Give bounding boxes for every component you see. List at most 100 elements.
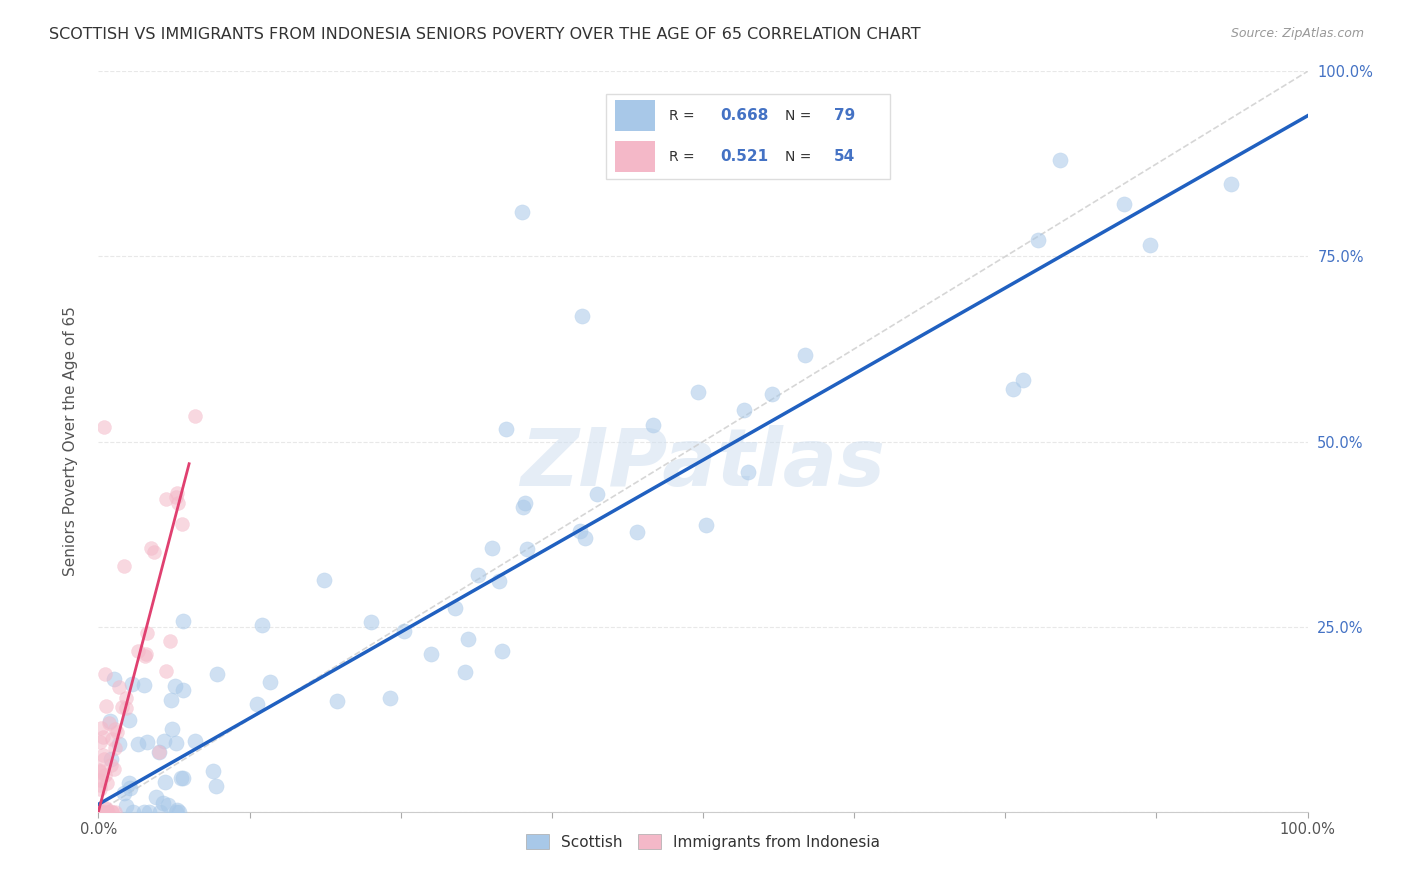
Point <box>686 385 709 400</box>
Point <box>97 805 120 819</box>
Point <box>87 805 110 819</box>
Point <box>157 797 180 812</box>
Point <box>574 531 596 545</box>
Legend: Scottish, Immigrants from Indonesia: Scottish, Immigrants from Indonesia <box>520 828 886 856</box>
Point <box>360 615 382 629</box>
Point <box>326 694 349 708</box>
Point <box>166 496 188 510</box>
Point <box>138 805 160 819</box>
Point <box>103 722 125 736</box>
Point <box>89 763 111 777</box>
Point <box>1139 238 1161 252</box>
Point <box>643 418 665 433</box>
Point <box>148 745 170 759</box>
Point <box>89 764 111 778</box>
Point <box>488 574 510 588</box>
Point <box>737 465 759 479</box>
Point <box>98 716 121 731</box>
Text: ZIPatlas: ZIPatlas <box>520 425 886 503</box>
Point <box>120 781 142 796</box>
Point <box>135 626 157 640</box>
Point <box>134 678 156 692</box>
Point <box>105 725 128 739</box>
Point <box>510 205 533 219</box>
Point <box>568 524 591 538</box>
Point <box>89 772 111 787</box>
Point <box>1001 382 1024 396</box>
Point <box>122 805 145 819</box>
Point <box>90 721 112 735</box>
Point <box>170 771 193 785</box>
Point <box>1112 196 1135 211</box>
Point <box>100 752 122 766</box>
Point <box>512 500 534 514</box>
Point <box>148 745 170 759</box>
Point <box>87 805 110 819</box>
Point <box>103 762 125 776</box>
Point <box>101 805 124 819</box>
Point <box>166 803 188 817</box>
Point <box>96 801 118 815</box>
Point <box>104 805 127 819</box>
Point <box>115 690 138 705</box>
Point <box>1012 372 1035 386</box>
Point <box>121 677 143 691</box>
Point <box>1026 233 1049 247</box>
Y-axis label: Seniors Poverty Over the Age of 65: Seniors Poverty Over the Age of 65 <box>63 307 77 576</box>
Point <box>135 735 157 749</box>
Point <box>153 734 176 748</box>
Point <box>94 801 117 815</box>
Point <box>153 775 176 789</box>
Point <box>141 541 163 555</box>
Point <box>159 693 181 707</box>
Point <box>172 517 194 532</box>
Point <box>117 713 139 727</box>
Point <box>143 545 166 559</box>
Point <box>89 781 111 796</box>
Point <box>165 679 187 693</box>
Point <box>207 667 229 681</box>
Point <box>89 735 111 749</box>
Point <box>93 419 115 434</box>
Point <box>100 757 122 772</box>
Point <box>454 665 477 679</box>
Point <box>259 675 281 690</box>
Point <box>91 747 114 762</box>
Point <box>93 768 115 782</box>
Point <box>93 667 115 681</box>
Point <box>107 737 129 751</box>
Point <box>145 790 167 805</box>
Point <box>184 734 207 748</box>
Point <box>134 805 156 819</box>
Point <box>481 541 503 555</box>
Point <box>135 647 157 661</box>
Point <box>312 573 335 587</box>
Point <box>513 496 536 510</box>
Point <box>149 805 172 819</box>
Text: Source: ZipAtlas.com: Source: ZipAtlas.com <box>1230 27 1364 40</box>
Point <box>93 752 115 766</box>
Point <box>127 644 149 658</box>
Point <box>112 786 135 800</box>
Point <box>87 764 110 779</box>
Point <box>89 778 111 792</box>
Point <box>491 644 513 658</box>
Point <box>184 409 207 424</box>
Point <box>571 309 593 323</box>
Point <box>87 805 110 819</box>
Point <box>205 779 228 793</box>
Point <box>112 559 135 574</box>
Point <box>91 805 114 819</box>
Point <box>115 799 138 814</box>
Point <box>111 700 134 714</box>
Point <box>165 490 187 504</box>
Point <box>96 698 118 713</box>
Point <box>127 737 149 751</box>
Point <box>160 723 183 737</box>
Point <box>155 492 177 507</box>
Point <box>90 805 112 819</box>
Point <box>108 680 131 694</box>
Point <box>378 690 401 705</box>
Point <box>467 567 489 582</box>
Point <box>104 740 127 755</box>
